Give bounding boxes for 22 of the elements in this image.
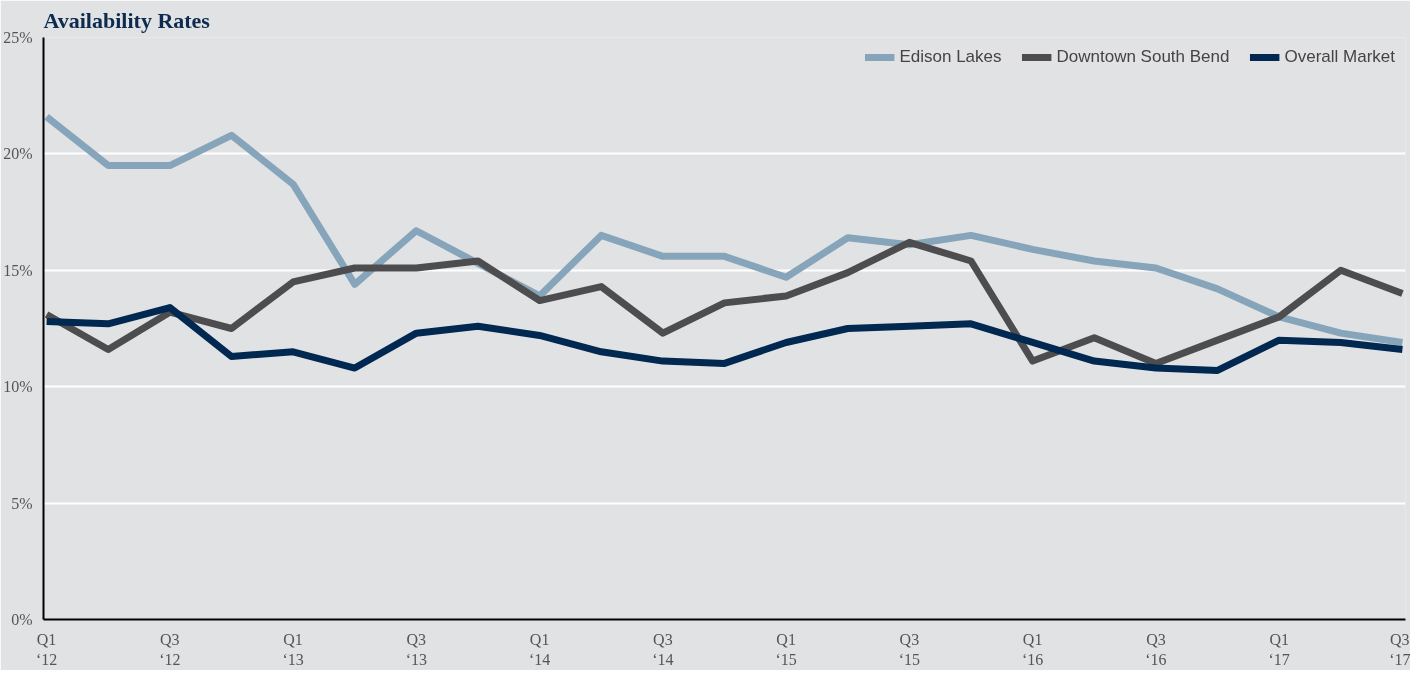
y-tick-label: 15% [3, 261, 33, 279]
y-tick-label: 0% [11, 611, 33, 628]
x-tick-label: Q3 ‘13 [405, 630, 428, 668]
chart-title: Availability Rates [43, 7, 211, 33]
legend-label: Downtown South Bend [1056, 47, 1230, 67]
x-tick-label: Q3 ‘15 [898, 630, 921, 668]
y-tick-label: 20% [3, 145, 33, 163]
x-tick-label: Q3 ‘16 [1145, 630, 1167, 668]
x-tick-label: Q1 ‘15 [775, 630, 797, 668]
x-tick-label: Q1 ‘14 [528, 630, 551, 668]
x-tick-label: Q3 ‘17 [1389, 630, 1411, 668]
x-tick-label: Q1 ‘16 [1021, 630, 1044, 668]
y-tick-label: 25% [3, 29, 33, 46]
legend-label: Edison Lakes [899, 47, 1002, 67]
legend-label: Overall Market [1284, 47, 1395, 67]
x-tick-label: Q1 ‘17 [1268, 630, 1290, 668]
x-tick-label: Q3 ‘14 [652, 630, 674, 668]
y-tick-label: 10% [3, 378, 33, 396]
x-tick-label: Q1 ‘13 [282, 630, 304, 668]
x-tick-label: Q1 ‘12 [35, 630, 58, 668]
y-tick-label: 5% [11, 494, 33, 512]
x-tick-label: Q3 ‘12 [159, 630, 181, 668]
